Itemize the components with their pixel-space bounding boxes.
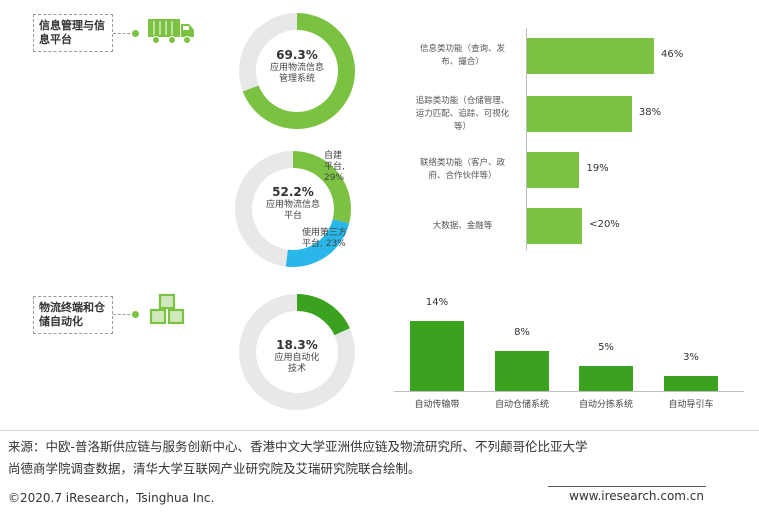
- section-label-line2: 息平台: [39, 33, 72, 46]
- hbar-category-label: 信息类功能（查询、发 布、撮合）: [419, 44, 505, 67]
- hbar-value-label: 46%: [661, 49, 684, 60]
- truck-icon: [148, 19, 194, 44]
- slice-label-line: 平台, 23%: [302, 239, 346, 249]
- hbar-category-label: 大数据、金融等: [432, 220, 493, 231]
- donut-text-line2: 管理系统: [278, 74, 315, 84]
- vbar-category-label: 自动分拣系统: [578, 400, 633, 410]
- hbar-bar: [527, 208, 583, 244]
- donut-text-line2: 技术: [287, 364, 306, 374]
- hbar-category-label: 联络类功能（客户、政 府、合作伙伴等）: [419, 158, 505, 181]
- copyright: ©2020.7 iResearch，Tsinghua Inc.: [8, 491, 215, 505]
- donut-pct: 18.3%: [276, 338, 318, 352]
- section-label-line1: 信息管理与信: [39, 19, 105, 32]
- vbar-value-label: 5%: [598, 342, 614, 353]
- hbar-axis: [526, 28, 527, 250]
- donut-pct: 69.3%: [276, 48, 318, 62]
- vbar-bar: [579, 366, 633, 391]
- donut-slice: [285, 219, 350, 267]
- vbar-bar: [410, 321, 464, 391]
- hbar-bar: [527, 152, 580, 188]
- donut-center-label: 18.3% 应用自动化 技术: [252, 338, 342, 375]
- source-note: 来源：中欧-普洛斯供应链与服务创新中心、香港中文大学亚洲供应链及物流研究所、不列…: [8, 436, 748, 480]
- vbar-value-label: 3%: [683, 352, 699, 363]
- hbar-bar: [527, 96, 632, 132]
- donut-slice: [242, 13, 355, 129]
- section-label-line2: 储自动化: [39, 315, 83, 328]
- section-connector: [113, 314, 135, 315]
- section-label-info-platform: 信息管理与信 息平台: [33, 14, 113, 52]
- donut-chart-info-system: [239, 13, 355, 129]
- boxes-icon: [149, 293, 185, 325]
- donut-chart-info-platform: [234, 151, 351, 267]
- slice-label-line: 使用第三方: [302, 228, 348, 238]
- donut-slice: [297, 294, 350, 336]
- donut-slice: [293, 151, 351, 224]
- hbar-value-label: <20%: [589, 219, 620, 230]
- donut-text-line1: 应用物流信息: [265, 200, 320, 210]
- vbar-value-label: 8%: [514, 327, 530, 338]
- donut-slice: [239, 13, 297, 92]
- hbar-value-label: 19%: [586, 163, 609, 174]
- slice-label-self-built: 自建 平台, 29%: [324, 151, 345, 184]
- section-dot: [132, 30, 139, 37]
- hbar-category-label: 追踪类功能（仓储管理、 运力匹配、追踪、可视化 等）: [415, 95, 510, 132]
- section-dot: [132, 311, 139, 318]
- donut-text-line1: 应用物流信息: [269, 63, 324, 73]
- vbar-bar: [495, 351, 549, 391]
- donut-chart-automation: [238, 294, 355, 410]
- source-line2: 尚德商学院调查数据，清华大学互联网产业研究院及艾瑞研究院联合绘制。: [8, 461, 421, 476]
- section-label-line1: 物流终端和仓: [39, 301, 105, 314]
- section-connector: [113, 33, 135, 34]
- slice-label-line: 自建: [324, 151, 343, 161]
- hbar-value-label: 38%: [638, 107, 662, 118]
- vbar-category-label: 自动导引车: [668, 400, 714, 410]
- source-line1: 来源：中欧-普洛斯供应链与服务创新中心、香港中文大学亚洲供应链及物流研究所、不列…: [8, 439, 588, 454]
- vbar-axis: [394, 391, 744, 392]
- donut-text-line1: 应用自动化: [274, 353, 320, 363]
- vbar-category-label: 自动传输带: [414, 400, 460, 410]
- donut-center-label: 52.2% 应用物流信息 平台: [248, 185, 338, 222]
- donut-center-label: 69.3% 应用物流信息 管理系统: [252, 48, 342, 85]
- footer-divider: [0, 430, 759, 431]
- vbar-bar: [664, 376, 718, 391]
- website-rule: [548, 486, 706, 487]
- vbar-category-label: 自动仓储系统: [494, 400, 549, 410]
- slice-label-third-party: 使用第三方 平台, 23%: [302, 228, 347, 250]
- hbar-bar: [527, 38, 654, 74]
- section-label-automation: 物流终端和仓 储自动化: [33, 296, 113, 334]
- slice-label-line: 29%: [324, 173, 345, 183]
- donut-text-line2: 平台: [283, 211, 302, 221]
- donut-slice: [238, 294, 355, 410]
- vbar-value-label: 14%: [425, 297, 449, 308]
- donut-pct: 52.2%: [272, 185, 314, 199]
- website-link[interactable]: www.iresearch.com.cn: [569, 489, 704, 503]
- slice-label-line: 平台,: [324, 162, 345, 172]
- donut-slice: [234, 151, 293, 267]
